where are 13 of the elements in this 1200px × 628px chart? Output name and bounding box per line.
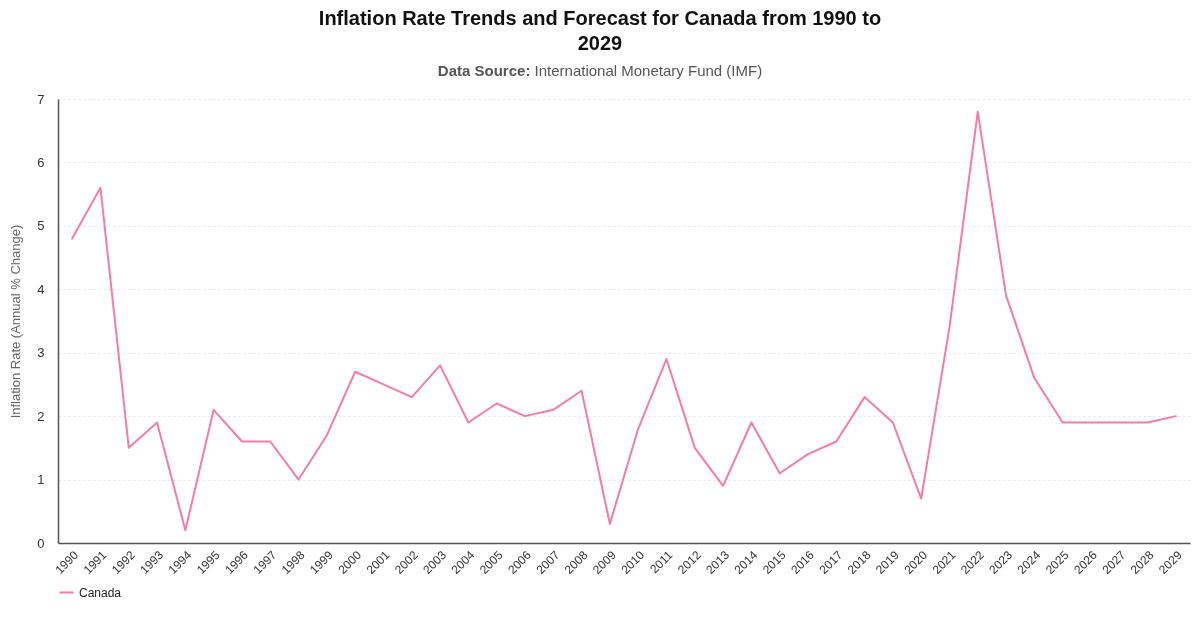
y-tick-label: 4 [37, 281, 45, 297]
chart-title: Inflation Rate Trends and Forecast for Canada from 1990 to 2029 [317, 6, 883, 56]
y-tick-label: 7 [37, 91, 45, 107]
y-tick-label: 1 [37, 472, 45, 488]
y-tick-label: 2 [37, 408, 45, 424]
y-tick-label: 3 [37, 345, 45, 361]
y-tick-label: 5 [37, 218, 45, 234]
y-tick-label: 0 [37, 535, 45, 551]
y-axis-title: Inflation Rate (Annual % Change) [8, 224, 24, 419]
y-tick-label: 6 [37, 154, 45, 170]
chart-subtitle: Data Source: International Monetary Fund (IMF) [437, 62, 763, 79]
line-series [71, 110, 1177, 532]
legend-label: Canada [79, 585, 122, 600]
